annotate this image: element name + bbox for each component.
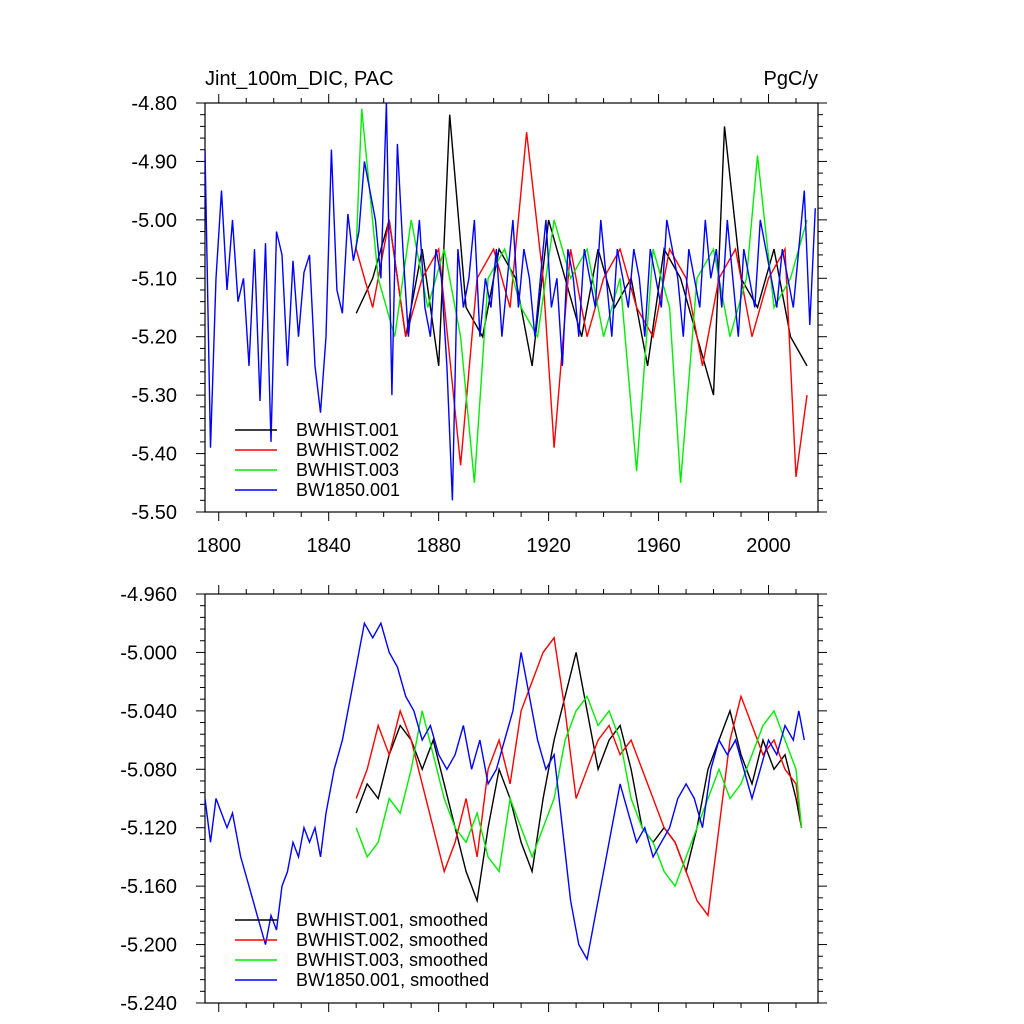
legend-label: BWHIST.003 <box>296 460 399 480</box>
y-tick-label: -5.120 <box>120 818 177 840</box>
series-line <box>355 108 808 483</box>
legend-label: BWHIST.002 <box>296 440 399 460</box>
legend-label: BWHIST.003, smoothed <box>296 950 488 970</box>
y-tick-label: -5.240 <box>120 993 177 1015</box>
y-tick-label: -5.080 <box>120 759 177 781</box>
y-tick-label: -5.160 <box>120 876 177 898</box>
plot-frame <box>204 102 819 513</box>
y-tick-label: -5.040 <box>120 701 177 723</box>
y-tick-label: -5.30 <box>131 385 177 407</box>
y-tick-label: -5.000 <box>120 642 177 664</box>
y-tick-label: -5.50 <box>131 502 177 524</box>
y-tick-label: -5.20 <box>131 327 177 349</box>
x-tick-label: 1800 <box>196 535 241 557</box>
y-tick-label: -4.80 <box>131 93 177 115</box>
y-tick-label: -5.00 <box>131 210 177 232</box>
bottom-panel: -4.960 -5.000 -5.040 -5.080 -5.120 -5.160 -5.2… <box>120 584 827 1015</box>
y-tick-label: -4.90 <box>131 151 177 173</box>
series-line <box>205 103 816 501</box>
x-tick-label: 1880 <box>416 535 461 557</box>
x-tick-label: 2000 <box>746 535 791 557</box>
legend-label: BW1850.001, smoothed <box>296 970 489 990</box>
series-line <box>355 636 803 918</box>
chart-title: Jint_100m_DIC, PAC <box>205 68 394 90</box>
y-tick-label: -5.10 <box>131 268 177 290</box>
series-line <box>205 621 805 962</box>
legend-label: BWHIST.001 <box>296 420 399 440</box>
y-tick-label: -5.200 <box>120 935 177 957</box>
series-line <box>355 132 808 477</box>
legend-label: BWHIST.001, smoothed <box>296 910 488 930</box>
x-tick-label: 1920 <box>526 535 571 557</box>
series-line <box>355 694 803 888</box>
x-tick-label: 1840 <box>306 535 351 557</box>
top-panel: 1800 1840 1880 1920 1960 2000 -4.80 -4.90 -5.00 -… <box>131 68 827 557</box>
y-tick-label: -5.40 <box>131 444 177 466</box>
chart-units: PgC/y <box>764 68 818 90</box>
y-tick-label: -4.960 <box>120 584 177 606</box>
legend-label: BWHIST.002, smoothed <box>296 930 488 950</box>
legend-label: BW1850.001 <box>296 480 400 500</box>
series-line <box>355 652 803 904</box>
series-line <box>355 114 808 396</box>
x-tick-label: 1960 <box>636 535 681 557</box>
